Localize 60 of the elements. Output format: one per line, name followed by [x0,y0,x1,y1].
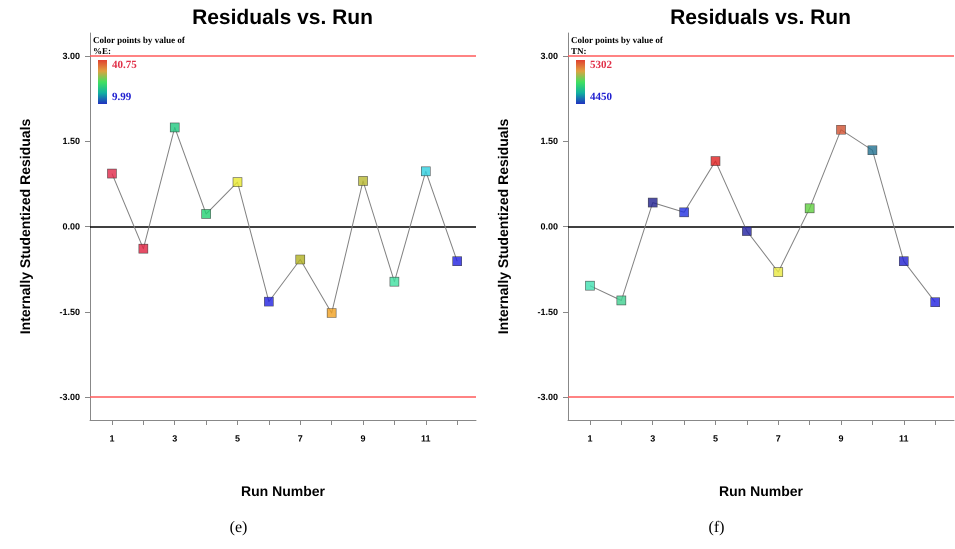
point [452,256,462,266]
point [773,267,784,277]
x-tick-label: 3 [650,434,656,444]
y-tick-label: 3.00 [540,50,558,61]
point [390,276,400,287]
y-tick-label: 1.50 [62,136,80,146]
point [232,177,242,187]
y-axis-title: Internally Studentized Residuals [17,118,33,334]
point [107,168,117,178]
annotation: 9.99 [112,91,132,103]
y-tick-label: -1.50 [59,306,80,317]
text: (f) [708,519,726,537]
x-axis-title: Run Number [241,483,326,499]
point [170,122,180,132]
x-axis-title: Run Number [719,483,804,499]
x-tick-label: 9 [360,434,366,444]
y-tick-label: 1.50 [540,136,558,146]
annotation: 4450 [590,91,612,103]
color-bar-title: Color points by value of TN: [571,35,663,57]
x-tick-label: 1 [587,434,592,444]
x-tick-label: 7 [776,434,781,444]
point [295,254,306,264]
x-tick-label: 5 [712,434,718,444]
point [742,226,752,236]
y-axis-title: Internally Studentized Residuals [495,118,511,334]
point [358,176,368,186]
point [679,207,689,218]
point [898,256,909,266]
y-tick-label: 3.00 [62,50,80,61]
chart-title: Residuals vs. Run [670,6,851,29]
x-tick-label: 1 [109,434,114,444]
point [804,203,814,214]
point [264,296,274,306]
point [585,280,595,290]
color-bar-title: Color points by value of %E: [93,35,185,57]
x-tick-label: 9 [838,434,844,444]
point [326,308,336,318]
y-tick-label: -3.00 [537,392,558,402]
y-tick-label: -1.50 [537,306,558,317]
point [710,156,720,166]
x-tick-label: 5 [234,434,240,444]
x-tick-label: 11 [421,434,431,444]
point [616,296,626,306]
y-tick-label: -3.00 [59,392,80,402]
point [138,244,148,254]
annotation: 5302 [590,59,612,71]
y-tick-label: 0.00 [62,222,80,232]
point [868,145,878,156]
point [648,198,658,208]
chart-title: Residuals vs. Run [192,6,373,29]
text: (e) [228,519,248,537]
x-tick-label: 11 [899,434,909,444]
point [836,124,846,135]
point [201,209,211,219]
point [420,166,431,176]
point [930,297,940,307]
x-tick-label: 7 [298,434,303,444]
annotation: 40.75 [112,59,137,71]
y-tick-label: 0.00 [540,222,558,232]
x-tick-label: 3 [172,434,178,444]
